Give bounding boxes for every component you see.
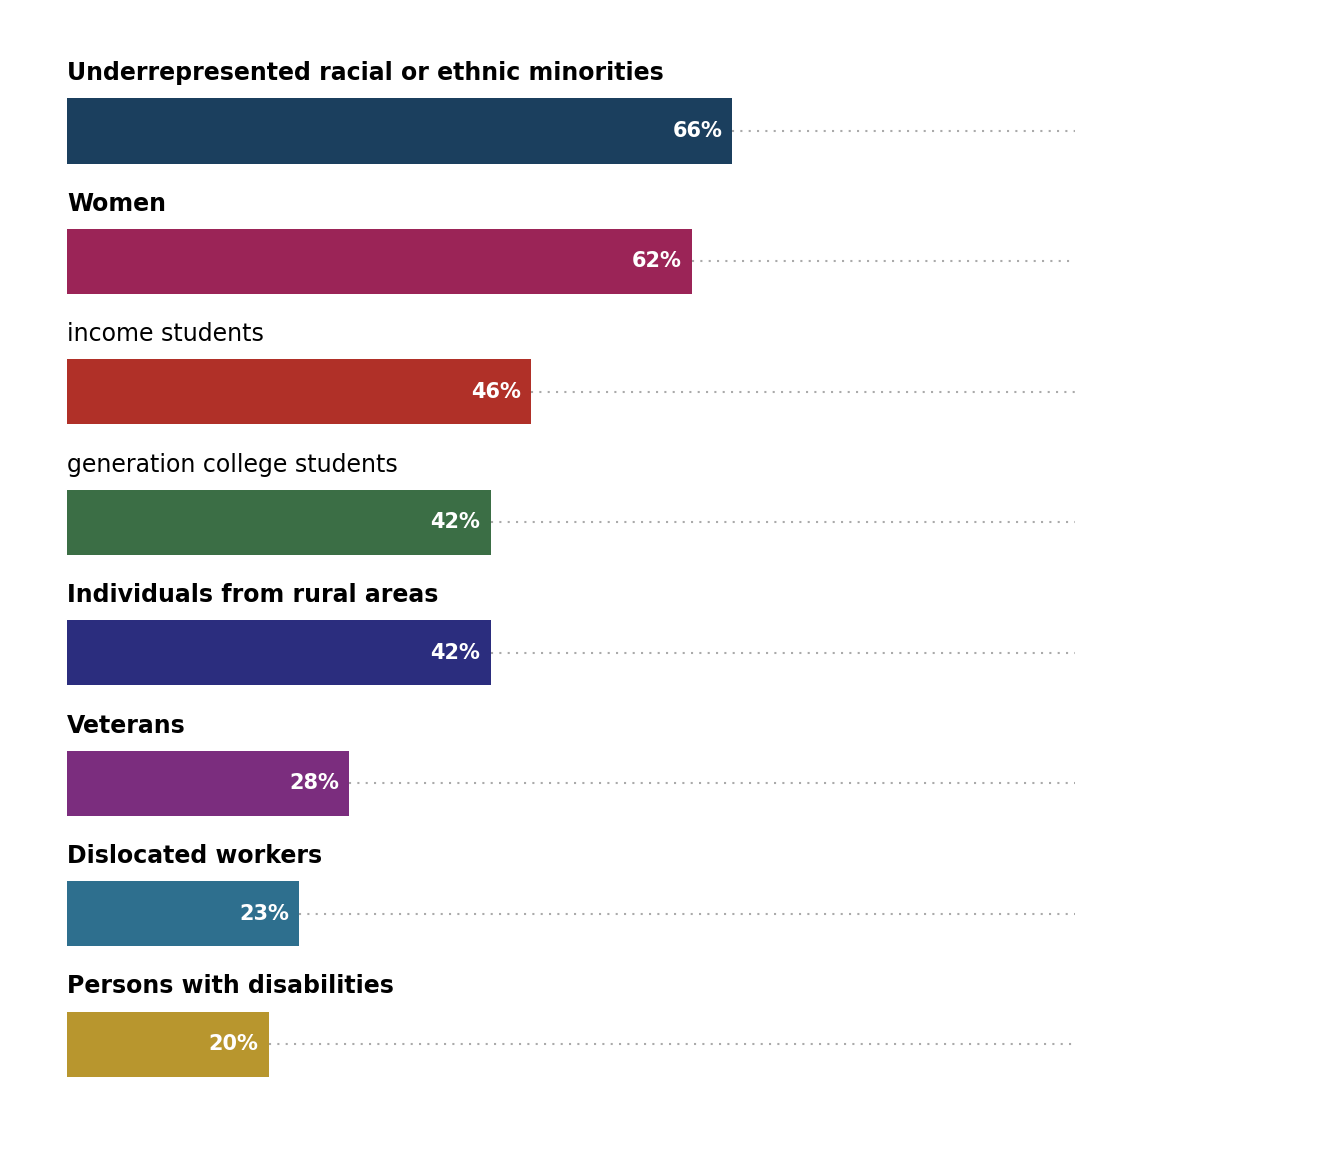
Text: Underrepresented racial or ethnic minorities: Underrepresented racial or ethnic minori… bbox=[67, 61, 664, 85]
Text: Persons with disabilities: Persons with disabilities bbox=[67, 975, 394, 999]
Text: Dislocated workers: Dislocated workers bbox=[67, 844, 323, 867]
Text: 62%: 62% bbox=[632, 251, 681, 272]
Text: 23%: 23% bbox=[239, 903, 289, 924]
Bar bbox=[67, 751, 349, 816]
Text: income students: income students bbox=[67, 323, 263, 346]
Text: 20%: 20% bbox=[208, 1034, 258, 1054]
Text: generation college students: generation college students bbox=[67, 453, 398, 477]
Bar bbox=[67, 229, 692, 294]
Text: Women: Women bbox=[67, 191, 167, 215]
Bar bbox=[67, 620, 491, 685]
Bar bbox=[67, 1011, 269, 1077]
Bar bbox=[67, 98, 732, 164]
Text: 42%: 42% bbox=[430, 643, 481, 662]
Bar bbox=[67, 490, 491, 555]
Bar bbox=[67, 359, 531, 424]
Text: Individuals from rural areas: Individuals from rural areas bbox=[67, 583, 438, 607]
Text: 66%: 66% bbox=[672, 121, 723, 141]
Text: 28%: 28% bbox=[289, 773, 339, 794]
Bar bbox=[67, 881, 298, 946]
Text: Veterans: Veterans bbox=[67, 713, 185, 737]
Text: 46%: 46% bbox=[470, 381, 521, 402]
Text: 42%: 42% bbox=[430, 513, 481, 532]
